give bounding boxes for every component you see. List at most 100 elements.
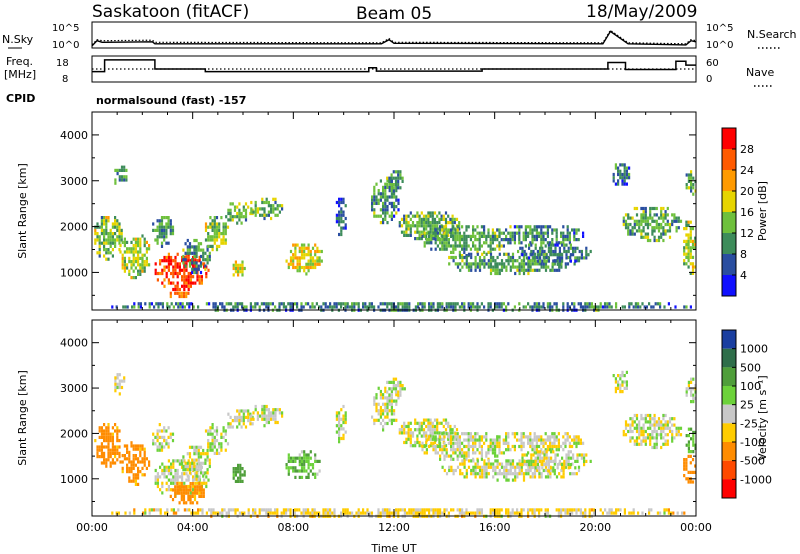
echo-cell	[174, 271, 177, 276]
echo-cell	[242, 208, 245, 212]
echo-cell	[550, 450, 553, 454]
echo-cell	[314, 262, 317, 266]
echo-cell	[648, 302, 651, 306]
echo-cell	[496, 435, 499, 439]
echo-cell	[185, 294, 188, 299]
echo-cell	[469, 432, 472, 436]
echo-cell	[432, 231, 435, 235]
echo-cell	[635, 229, 639, 233]
echo-cell	[165, 275, 168, 279]
echo-cell	[528, 459, 531, 463]
echo-cell	[134, 247, 137, 251]
echo-cell	[496, 271, 499, 276]
echo-cell	[470, 265, 473, 269]
echo-cell	[256, 411, 259, 415]
echo-region	[169, 482, 205, 505]
echo-cell	[619, 508, 622, 512]
echo-cell	[494, 454, 497, 458]
echo-cell	[520, 468, 523, 473]
echo-cell	[491, 234, 494, 238]
echo-cell	[443, 435, 446, 439]
echo-cell	[386, 302, 389, 306]
echo-cell	[159, 488, 162, 492]
echo-cell	[340, 305, 343, 309]
echo-cell	[447, 441, 450, 445]
echo-cell	[320, 305, 323, 309]
echo-cell	[575, 438, 578, 442]
echo-cell	[492, 462, 495, 466]
colorbar-tick-label: 28	[740, 143, 754, 156]
echo-cell	[662, 436, 665, 440]
echo-cell	[612, 172, 615, 177]
echo-cell	[227, 508, 230, 512]
echo-cell	[549, 225, 552, 229]
echo-cell	[498, 451, 501, 455]
echo-cell	[294, 265, 297, 270]
echo-cell	[272, 207, 275, 211]
echo-cell	[664, 413, 667, 418]
echo-cell	[272, 408, 275, 412]
echo-cell	[314, 459, 317, 463]
echo-cell	[382, 428, 385, 432]
echo-cell	[285, 508, 288, 512]
echo-cell	[388, 508, 391, 512]
echo-cell	[294, 456, 297, 460]
echo-cell	[187, 478, 190, 482]
echo-cell	[200, 275, 203, 279]
echo-cell	[436, 444, 439, 449]
echo-cell	[612, 179, 615, 183]
echo-cell	[635, 219, 639, 223]
echo-cell	[158, 423, 161, 427]
echo-cell	[397, 396, 400, 400]
echo-cell	[560, 241, 563, 245]
echo-cell	[126, 470, 129, 474]
echo-cell	[307, 246, 310, 250]
echo-cell	[388, 201, 391, 205]
echo-cell	[272, 414, 275, 418]
echo-cell	[384, 415, 387, 419]
echo-cell	[198, 255, 201, 260]
echo-cell	[671, 423, 674, 427]
x-tick-label: 08:00	[277, 521, 309, 534]
echo-cell	[121, 253, 124, 257]
beam-title: Beam 05	[356, 4, 432, 24]
echo-cell	[566, 238, 569, 242]
echo-cell	[143, 450, 146, 454]
echo-cell	[422, 421, 426, 425]
echo-cell	[181, 472, 184, 476]
echo-cell	[187, 494, 190, 498]
echo-cell	[463, 462, 466, 466]
echo-cell	[213, 439, 216, 443]
echo-cell	[566, 432, 569, 436]
echo-cell	[575, 238, 578, 242]
echo-region	[519, 450, 592, 473]
echo-cell	[496, 302, 499, 306]
echo-cell	[418, 230, 421, 234]
echo-cell	[685, 387, 688, 391]
echo-cell	[197, 455, 200, 459]
echo-cell	[683, 239, 686, 243]
echo-cell	[265, 200, 268, 205]
echo-cell	[338, 204, 341, 208]
echo-cell	[307, 475, 310, 479]
echo-cell	[278, 210, 281, 214]
echo-cell	[296, 305, 299, 309]
echo-cell	[403, 387, 406, 391]
echo-cell	[511, 444, 514, 449]
echo-cell	[189, 271, 192, 276]
echo-cell	[282, 508, 285, 512]
echo-cell	[123, 178, 126, 182]
echo-cell	[465, 511, 468, 515]
echo-cell	[168, 305, 171, 309]
echo-cell	[633, 442, 636, 446]
echo-cell	[227, 422, 230, 426]
echo-cell	[167, 435, 170, 439]
echo-cell	[373, 214, 376, 218]
echo-cell	[671, 439, 674, 443]
echo-cell	[451, 431, 454, 435]
echo-cell	[546, 231, 549, 235]
echo-cell	[241, 479, 244, 483]
echo-cell	[660, 420, 663, 424]
echo-cell	[430, 238, 433, 242]
echo-cell	[463, 511, 466, 515]
